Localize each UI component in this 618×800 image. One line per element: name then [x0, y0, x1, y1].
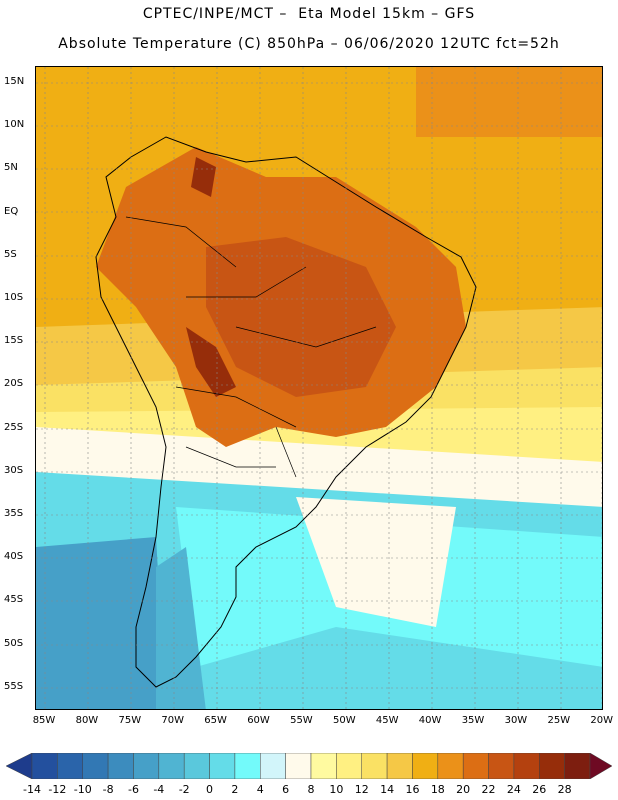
field-band-minus4 [36, 537, 166, 709]
colorbar-swatch [412, 753, 439, 779]
latitude-label: 55S [4, 680, 24, 692]
colorbar-tick-label: 16 [405, 783, 420, 796]
colorbar-tick-label: 0 [206, 783, 214, 796]
colorbar-swatch [336, 753, 362, 779]
longitude-label: 20W [590, 715, 613, 726]
latitude-label: 15S [4, 335, 24, 347]
colorbar-tick-label: 24 [506, 783, 521, 796]
field-continent-26 [186, 327, 236, 397]
colorbar-tick-label: 8 [307, 783, 315, 796]
colorbar-tick-label: 20 [456, 783, 471, 796]
colorbar-tick-label: 4 [256, 783, 264, 796]
colorbar-swatch [133, 753, 160, 779]
colorbar-swatch [285, 753, 312, 779]
colorbar-min-arrow [6, 753, 33, 779]
longitude-label: 85W [32, 715, 56, 726]
longitude-label: 30W [504, 715, 528, 726]
colorbar-swatch [82, 753, 109, 779]
colorbar-tick-label: 22 [481, 783, 496, 796]
longitude-label: 40W [418, 715, 442, 726]
longitude-label: 55W [290, 715, 313, 726]
temperature-field [36, 67, 602, 709]
latitude-label: 40S [4, 551, 24, 563]
colorbar-tick-label: -10 [73, 783, 92, 796]
longitude-label: 75W [118, 715, 142, 726]
field-band-minus2 [156, 547, 206, 709]
field-continent-26-north [191, 157, 216, 197]
color-scale-bar [6, 753, 612, 779]
field-continent-24 [206, 237, 396, 397]
colorbar-tick-label: 12 [354, 783, 369, 796]
colorbar-swatch [361, 753, 388, 779]
latitude-label: 25S [4, 421, 24, 433]
colorbar-swatch [260, 753, 286, 779]
colorbar-tick-label: -4 [153, 783, 165, 796]
latitude-label: 35S [4, 508, 24, 519]
latitude-label: 15N [4, 76, 25, 87]
longitude-label: 80W [75, 715, 99, 726]
colorbar-swatch [107, 753, 134, 779]
colorbar-tick-label: -8 [102, 783, 114, 796]
map-subtitle: Absolute Temperature (C) 850hPa – 06/06/… [58, 36, 560, 52]
latitude-label: 30S [4, 464, 24, 476]
country-borders [125, 216, 377, 478]
colorbar-swatch [539, 753, 565, 779]
longitude-label: 25W [547, 715, 571, 726]
longitude-label: 60W [247, 715, 270, 726]
colorbar-tick-label: -6 [127, 783, 139, 796]
colorbar-swatch [488, 753, 515, 779]
latitude-label: 50S [4, 637, 24, 649]
field-band-8-inland [296, 497, 456, 627]
longitude-label: 70W [161, 715, 184, 726]
field-north-patch [416, 67, 602, 137]
latitude-label: 20S [4, 378, 24, 390]
temperature-map [35, 66, 603, 710]
latitude-label: 5N [4, 162, 18, 174]
latitude-label: 45S [4, 594, 24, 606]
longitude-label: 45W [375, 715, 399, 726]
colorbar-max-arrow [589, 753, 612, 779]
longitude-label: 65W [204, 715, 227, 726]
colorbar-tick-label: 26 [532, 783, 547, 796]
colorbar-tick-label: -2 [178, 783, 190, 796]
colorbar-swatch [57, 753, 83, 779]
colorbar-tick-label: 2 [231, 783, 239, 796]
colorbar-tick-label: -14 [23, 783, 41, 796]
colorbar-swatch [564, 753, 591, 779]
continent-outline [95, 136, 477, 688]
graticule [36, 67, 602, 709]
colorbar-swatch [234, 753, 261, 779]
latitude-label: 10N [4, 119, 25, 131]
colorbar-swatch [386, 753, 413, 779]
colorbar-tick-label: 28 [557, 783, 572, 796]
colorbar-swatch [513, 753, 540, 779]
colorbar-swatch [462, 753, 489, 779]
colorbar-tick-label: -12 [48, 783, 67, 796]
colorbar-swatch [31, 753, 58, 779]
colorbar-tick-label: 6 [282, 783, 290, 796]
colorbar-swatch [209, 753, 236, 779]
longitude-label: 50W [332, 715, 356, 726]
colorbar-swatch [310, 753, 337, 779]
latitude-label: 5S [4, 248, 17, 260]
colorbar-tick-label: 10 [329, 783, 344, 796]
latitude-label: 10S [4, 292, 24, 303]
colorbar-tick-label: 18 [430, 783, 445, 796]
map-title: CPTEC/INPE/MCT – Eta Model 15km – GFS [142, 6, 476, 22]
colorbar-tick-label: 14 [380, 783, 395, 796]
colorbar-swatch [183, 753, 210, 779]
colorbar-swatch [158, 753, 185, 779]
colorbar-swatch [437, 753, 464, 779]
latitude-label: EQ [4, 205, 19, 217]
longitude-label: 35W [461, 715, 485, 726]
